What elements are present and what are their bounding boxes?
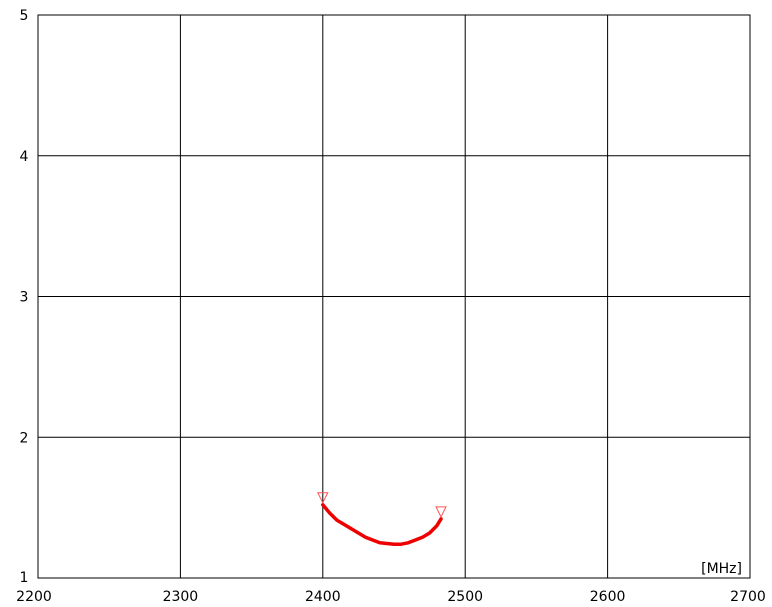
x-tick-label: 2600: [590, 589, 626, 605]
y-axis-ticks: 1 2 3 4 5: [20, 8, 29, 586]
y-tick-label: 5: [20, 8, 29, 24]
marker-triangle-0: [316, 492, 329, 504]
marker-layer: [316, 492, 447, 518]
series-layer: [321, 503, 443, 546]
x-tick-label: 2400: [305, 589, 341, 605]
y-tick-label: 4: [20, 149, 29, 165]
grid: [37, 14, 751, 579]
y-tick-label: 3: [20, 290, 29, 306]
plot-border: [37, 14, 751, 579]
y-tick-label: 2: [20, 430, 29, 446]
series-line-0: [321, 503, 443, 546]
x-unit-label: [MHz]: [701, 561, 742, 577]
x-axis-ticks: 2200 2300 2400 2500 2600 2700: [16, 589, 766, 605]
y-tick-label: 1: [20, 570, 29, 586]
x-tick-label: 2700: [730, 589, 766, 605]
marker-triangle-1: [435, 506, 447, 518]
x-tick-label: 2500: [447, 589, 483, 605]
x-tick-label: 2200: [16, 589, 52, 605]
x-tick-label: 2300: [163, 589, 199, 605]
